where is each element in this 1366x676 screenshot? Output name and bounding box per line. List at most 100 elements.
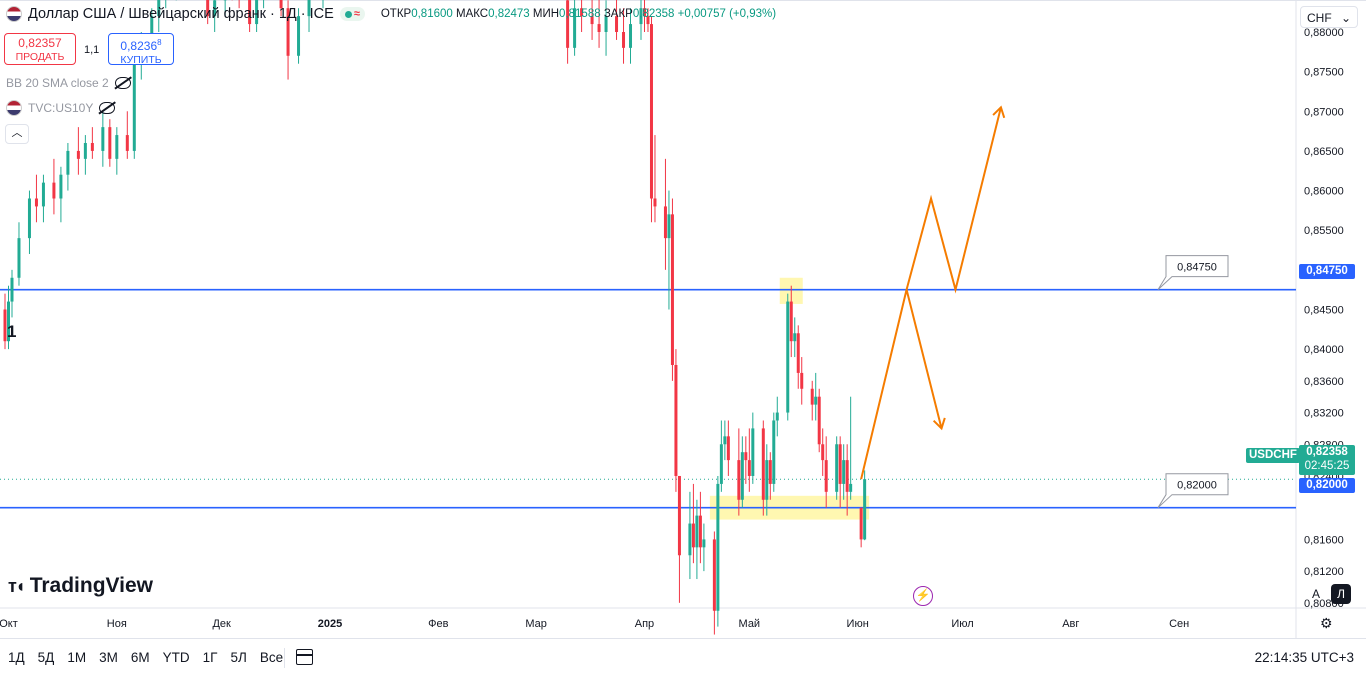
auto-scale-button[interactable]: A [1306, 584, 1326, 604]
close-label: ЗАКР [604, 8, 633, 20]
candle-body-9 [66, 151, 69, 175]
level-tag-lower: 0,82000 [1299, 478, 1355, 493]
wave-label[interactable]: 1 [7, 322, 16, 342]
candle-body-94 [860, 508, 863, 540]
indicator-bb[interactable]: BB 20 SMA close 2 [6, 76, 131, 90]
symbol-title[interactable]: Доллар США / Швейцарский франк · 1Д · IC… [28, 6, 334, 22]
period-6m[interactable]: 6М [131, 650, 150, 665]
candle-73 [751, 413, 754, 484]
price-axis[interactable]: 0,880000,875000,870000,865000,860000,855… [1304, 27, 1344, 610]
high-value: 0,82473 [488, 8, 530, 20]
candle-body-16 [126, 135, 129, 151]
candle-body-58 [678, 476, 681, 555]
hidden-eye-icon[interactable] [115, 77, 131, 89]
price-tick-8: 0,84000 [1304, 344, 1344, 356]
price-tick-3: 0,86500 [1304, 146, 1344, 158]
period-5d[interactable]: 5Д [38, 650, 55, 665]
candle-body-15 [115, 135, 118, 159]
gear-icon[interactable]: ⚙ [1320, 615, 1333, 632]
period-all[interactable]: Все [260, 650, 283, 665]
time-tick-1: Ноя [107, 618, 127, 630]
candle-body-85 [814, 397, 817, 405]
indicator-bb-label: BB 20 SMA close 2 [6, 76, 109, 90]
candle-body-63 [702, 539, 705, 547]
forecast-arrow-down [861, 290, 941, 479]
candle-82 [797, 325, 800, 388]
us-flag-icon [6, 100, 22, 116]
sell-price: 0,82357 [5, 36, 75, 50]
candle-52 [650, 16, 653, 222]
period-5y[interactable]: 5Л [230, 650, 246, 665]
candle-body-53 [653, 198, 656, 206]
candle-body-78 [776, 413, 779, 421]
tradingview-logo[interactable]: ᴛ◖ TradingView [8, 574, 153, 598]
candle-68 [727, 420, 730, 475]
sell-label: ПРОДАТЬ [5, 50, 75, 64]
currency-select[interactable]: CHF ⌄ [1300, 6, 1358, 28]
clock[interactable]: 22:14:35 UTC+3 [1255, 650, 1354, 665]
candle-body-55 [667, 214, 670, 238]
low-label: МИН [533, 8, 559, 20]
log-scale-button[interactable]: Л [1331, 584, 1351, 604]
candle-body-17 [133, 64, 136, 151]
last-price: 0,82358 [1302, 445, 1352, 459]
time-tick-6: Апр [635, 618, 654, 630]
period-ytd[interactable]: YTD [163, 650, 190, 665]
price-tick-13: 0,81600 [1304, 534, 1344, 546]
calendar-icon[interactable] [296, 649, 313, 665]
candle-53 [653, 135, 656, 222]
candle-71 [744, 436, 747, 484]
period-1y[interactable]: 1Г [203, 650, 218, 665]
candle-7 [52, 159, 55, 214]
candle-body-87 [821, 444, 824, 460]
period-3m[interactable]: 3М [99, 650, 118, 665]
candle-body-71 [744, 452, 747, 460]
candle-body-74 [762, 428, 765, 499]
price-tick-10: 0,83200 [1304, 408, 1344, 420]
symbol-legend: Доллар США / Швейцарский франк · 1Д · IC… [6, 6, 776, 22]
bottom-toolbar: 1Д 5Д 1М 3М 6М YTD 1Г 5Л Все 22:14:35 UT… [0, 638, 1366, 676]
sell-button[interactable]: 0,82357 ПРОДАТЬ [4, 33, 76, 65]
candle-57 [674, 349, 677, 492]
candle-body-60 [692, 524, 695, 548]
hidden-eye-icon[interactable] [99, 102, 115, 114]
candle-body-82 [797, 333, 800, 373]
candle-body-77 [772, 420, 775, 483]
candle-59 [688, 492, 691, 579]
period-1d[interactable]: 1Д [8, 650, 25, 665]
candle-body-7 [52, 183, 55, 199]
candle-93 [849, 397, 852, 500]
candle-body-13 [101, 127, 104, 151]
market-open-dot-icon [345, 11, 352, 18]
lightning-event-icon[interactable]: ⚡ [913, 586, 933, 606]
time-tick-4: Фев [428, 618, 448, 630]
collapse-legend-button[interactable]: ︿ [5, 124, 29, 144]
time-tick-9: Июл [951, 618, 973, 630]
level-tag-upper: 0,84750 [1299, 264, 1355, 279]
period-1m[interactable]: 1М [67, 650, 86, 665]
time-tick-2: Дек [212, 618, 231, 630]
candle-body-79 [786, 302, 789, 413]
candle-16 [126, 111, 129, 159]
level-callout-label-1: 0,82000 [1177, 480, 1217, 492]
chevron-up-icon: ︿ [12, 127, 23, 139]
buy-button[interactable]: 0,82368 КУПИТЬ [108, 33, 174, 65]
candle-body-14 [108, 127, 111, 159]
candle-10 [77, 127, 80, 175]
chevron-down-icon: ⌄ [1341, 7, 1351, 29]
indicator-us10y[interactable]: TVC:US10Y [6, 100, 115, 116]
candle-body-73 [751, 428, 754, 476]
bar-countdown: 02:45:25 [1302, 459, 1352, 473]
forecast-arrows[interactable] [861, 107, 1004, 479]
candle-body-83 [800, 373, 803, 389]
candle-body-65 [716, 484, 719, 611]
candle-87 [821, 428, 824, 476]
market-status-pill[interactable]: ≈ [340, 7, 365, 21]
candle-3 [17, 222, 20, 285]
candle-81 [793, 317, 796, 357]
candle-body-57 [674, 365, 677, 476]
candle-body-52 [650, 24, 653, 198]
